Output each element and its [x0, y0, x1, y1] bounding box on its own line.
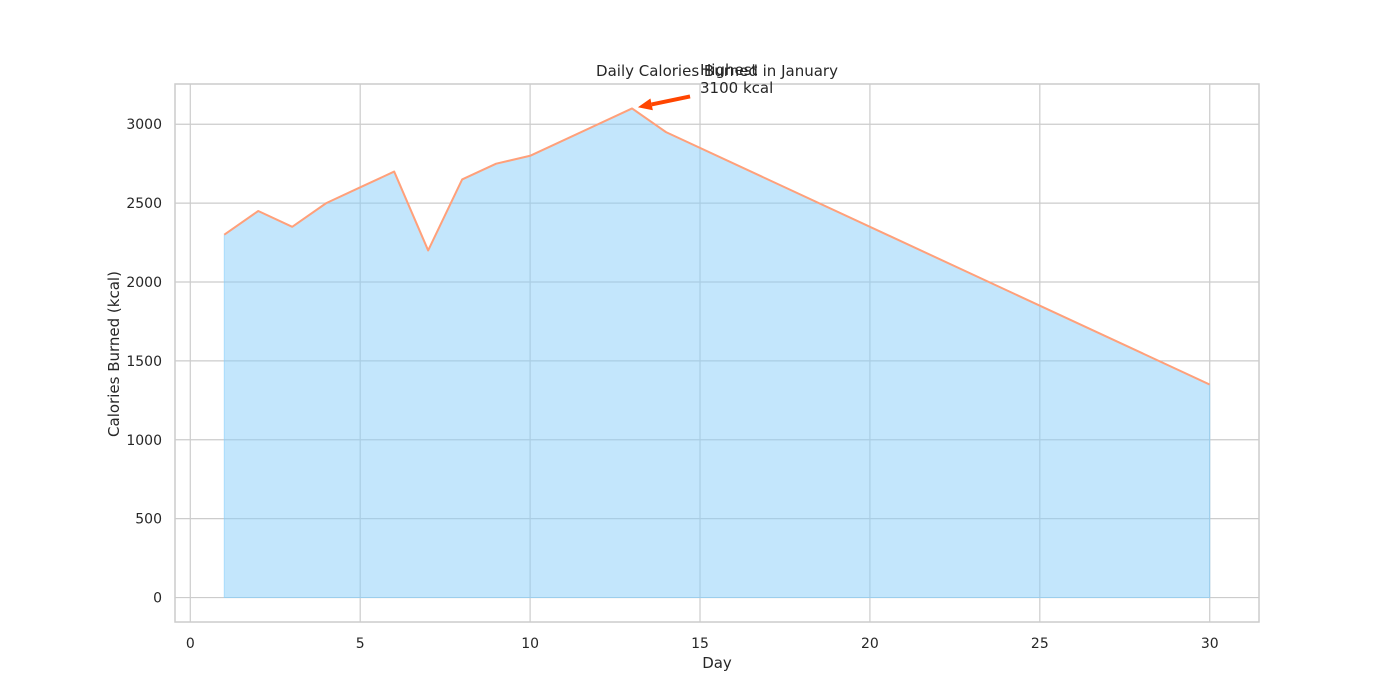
x-tick-label: 30 [1201, 636, 1219, 652]
y-tick-label: 2000 [126, 275, 162, 291]
y-tick-label: 500 [135, 512, 162, 528]
x-tick-label: 25 [1031, 636, 1049, 652]
x-tick-label: 0 [186, 636, 195, 652]
plot-frame [174, 83, 1260, 623]
y-tick-label: 2500 [126, 196, 162, 212]
annotation-arrow-head [637, 98, 653, 111]
x-tick-label: 15 [691, 636, 709, 652]
x-axis-label: Day [702, 654, 732, 672]
annotation-label-line2: 3100 kcal [700, 79, 773, 97]
plot-border [174, 83, 1260, 623]
y-tick-label: 3000 [126, 117, 162, 133]
series-line [223, 107, 1211, 386]
x-tick-label: 5 [356, 636, 365, 652]
peak-annotation: Highest 3100 kcal [637, 61, 773, 111]
y-tick-label: 1000 [126, 433, 162, 449]
chart-title: Daily Calories Burned in January [596, 62, 838, 80]
annotation-arrow-line [651, 94, 691, 107]
x-tick-label: 10 [521, 636, 539, 652]
y-axis-label: Calories Burned (kcal) [105, 271, 123, 437]
tick-labels: 0 5 10 15 20 25 30 0 500 1000 1500 2000 2500 3000 [126, 117, 1218, 652]
annotation-label-line1: Highest [700, 61, 758, 79]
y-tick-label: 0 [153, 591, 162, 607]
y-tick-label: 1500 [126, 354, 162, 370]
area-series [223, 107, 1211, 599]
x-tick-label: 20 [861, 636, 879, 652]
